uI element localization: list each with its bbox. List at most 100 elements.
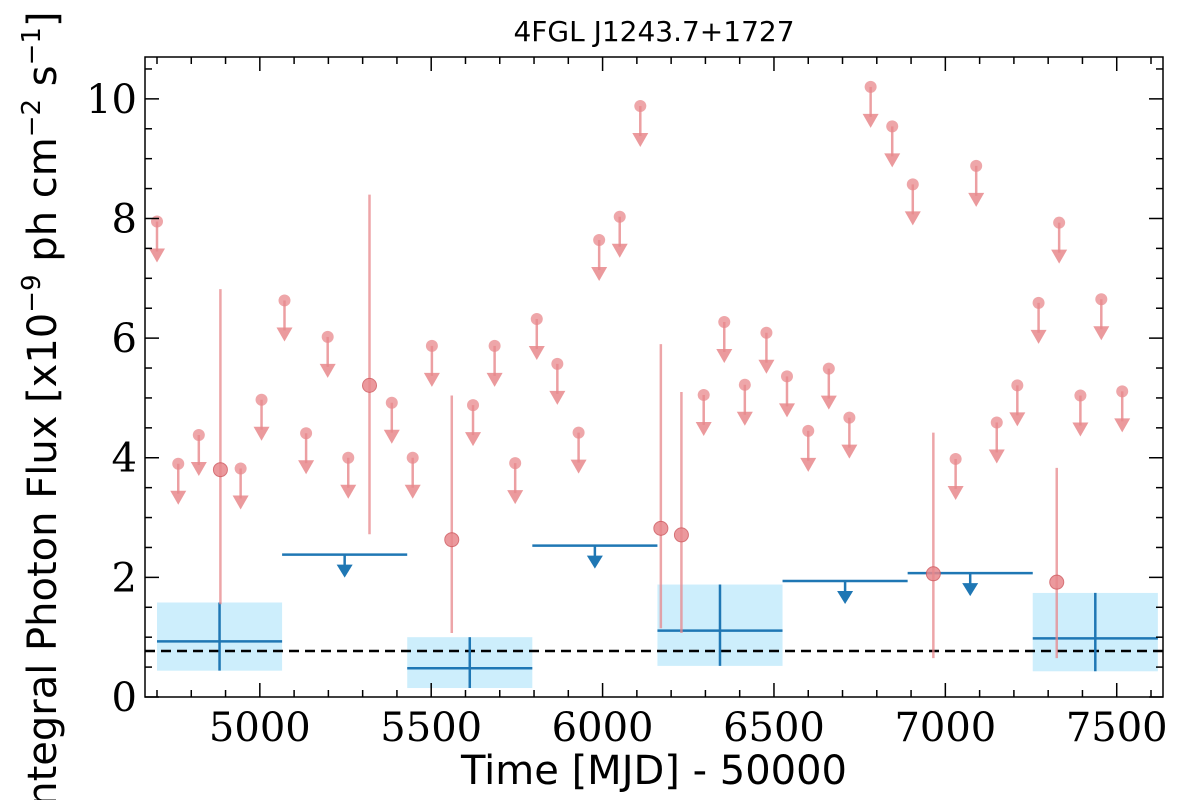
monthly-ul-point: [718, 315, 731, 328]
monthly-ul-point: [906, 178, 919, 191]
monthly-ul-arrow: [820, 395, 837, 410]
monthly-ul-arrow: [148, 248, 165, 263]
monthly-ul-arrow: [465, 432, 482, 447]
monthly-point: [1049, 574, 1065, 590]
y-axis-label-exp1: −9: [17, 274, 47, 312]
monthly-ul-point: [1116, 385, 1129, 398]
monthly-ul-point: [300, 427, 313, 440]
monthly-ul-arrow: [988, 449, 1005, 464]
monthly-ul-point: [406, 451, 419, 464]
monthly-ul-point: [572, 426, 585, 439]
monthly-ul-point: [1095, 293, 1108, 306]
monthly-point: [362, 377, 378, 393]
plot-area: 5000 5500 6000 6500 7000 7500 0 2 4 6 8 10: [86, 56, 1168, 751]
monthly-ul-point: [949, 452, 962, 465]
monthly-ul-point: [886, 120, 899, 133]
monthly-ul-point: [634, 100, 647, 113]
monthly-ul-point: [1032, 296, 1045, 309]
monthly-ul-point: [530, 312, 543, 325]
monthly-ul-arrow: [298, 460, 315, 475]
monthly-ul-arrow: [549, 390, 566, 405]
y-tick-label: 10: [86, 77, 137, 123]
monthly-point: [212, 462, 228, 478]
x-tick-label: 5500: [380, 705, 482, 751]
y-axis-label: Integral Photon Flux [x10−9 ph cm−2 s−1]: [17, 11, 66, 800]
monthly-ul-arrow: [695, 421, 712, 436]
monthly-ul-arrow: [507, 490, 524, 505]
monthly-ul-arrow: [170, 490, 187, 505]
monthly-ul-arrow: [1093, 326, 1110, 341]
monthly-ul-arrow: [591, 267, 608, 282]
monthly-ul-point: [255, 393, 268, 406]
y-axis-label-exp2: −2: [17, 99, 47, 137]
yearly-ul-arrow: [586, 555, 603, 569]
yearly-ul-arrow: [962, 583, 979, 597]
monthly-point: [444, 532, 460, 548]
monthly-ul-point: [488, 339, 501, 352]
monthly-ul-point: [780, 370, 793, 383]
y-tick-label: 6: [112, 316, 137, 362]
y-axis-label-exp3: −1: [17, 27, 47, 65]
monthly-ul-point: [192, 429, 205, 442]
monthly-ul-arrow: [968, 192, 985, 207]
monthly-ul-point: [760, 326, 773, 339]
monthly-ul-arrow: [383, 429, 400, 444]
monthly-ul-arrow: [1051, 249, 1068, 264]
monthly-ul-point: [822, 362, 835, 375]
y-tick-label: 2: [112, 555, 137, 601]
monthly-ul-arrow: [800, 457, 817, 472]
monthly-ul-arrow: [404, 484, 421, 499]
x-tick-label: 6500: [723, 705, 825, 751]
monthly-ul-point: [990, 416, 1003, 429]
monthly-ul-point: [1053, 216, 1066, 229]
monthly-ul-arrow: [736, 411, 753, 426]
monthly-ul-point: [509, 457, 522, 470]
monthly-ul-point: [738, 378, 751, 391]
monthly-ul-point: [234, 462, 247, 475]
monthly-ul-arrow: [716, 348, 733, 363]
monthly-ul-point: [970, 159, 983, 172]
y-axis-label-mid: ph cm: [20, 137, 66, 274]
monthly-ul-arrow: [486, 372, 503, 387]
x-tick-label: 5000: [209, 705, 311, 751]
monthly-ul-point: [425, 339, 438, 352]
monthly-ul-point: [342, 451, 355, 464]
monthly-ul-point: [150, 215, 163, 228]
monthly-ul-arrow: [1114, 418, 1131, 433]
monthly-ul-point: [1074, 389, 1087, 402]
monthly-ul-arrow: [276, 327, 293, 342]
monthly-ul-arrow: [232, 495, 249, 510]
monthly-point: [925, 566, 941, 582]
monthly-ul-arrow: [611, 243, 628, 258]
monthly-ul-arrow: [190, 462, 207, 477]
monthly-point: [653, 520, 669, 536]
monthly-ul-point: [593, 234, 606, 247]
yearly-ul-arrow: [336, 564, 353, 578]
monthly-ul-arrow: [528, 345, 545, 360]
monthly-ul-arrow: [1009, 412, 1026, 427]
monthly-ul-arrow: [884, 153, 901, 168]
monthly-ul-point: [613, 210, 626, 223]
monthly-ul-arrow: [319, 363, 336, 378]
chart-title: 4FGL J1243.7+1727: [513, 15, 794, 48]
monthly-ul-point: [1011, 379, 1024, 392]
monthly-ul-point: [172, 457, 185, 470]
monthly-ul-arrow: [423, 372, 440, 387]
monthly-ul-arrow: [632, 133, 649, 148]
y-axis-label-mid2: s: [20, 65, 66, 99]
monthly-ul-point: [843, 411, 856, 424]
monthly-ul-point: [864, 80, 877, 93]
y-tick-label: 8: [112, 196, 137, 242]
monthly-ul-point: [551, 357, 564, 370]
y-axis-label-post: ]: [20, 11, 66, 27]
monthly-ul-arrow: [570, 459, 587, 474]
monthly-ul-arrow: [1030, 329, 1047, 344]
monthly-ul-point: [278, 294, 291, 307]
monthly-ul-point: [467, 399, 480, 412]
monthly-ul-arrow: [758, 359, 775, 374]
monthly-ul-arrow: [1072, 422, 1089, 437]
x-axis-label: Time [MJD] - 50000: [460, 748, 847, 794]
monthly-ul-arrow: [862, 113, 879, 128]
yearly-ul-arrow: [837, 590, 854, 604]
